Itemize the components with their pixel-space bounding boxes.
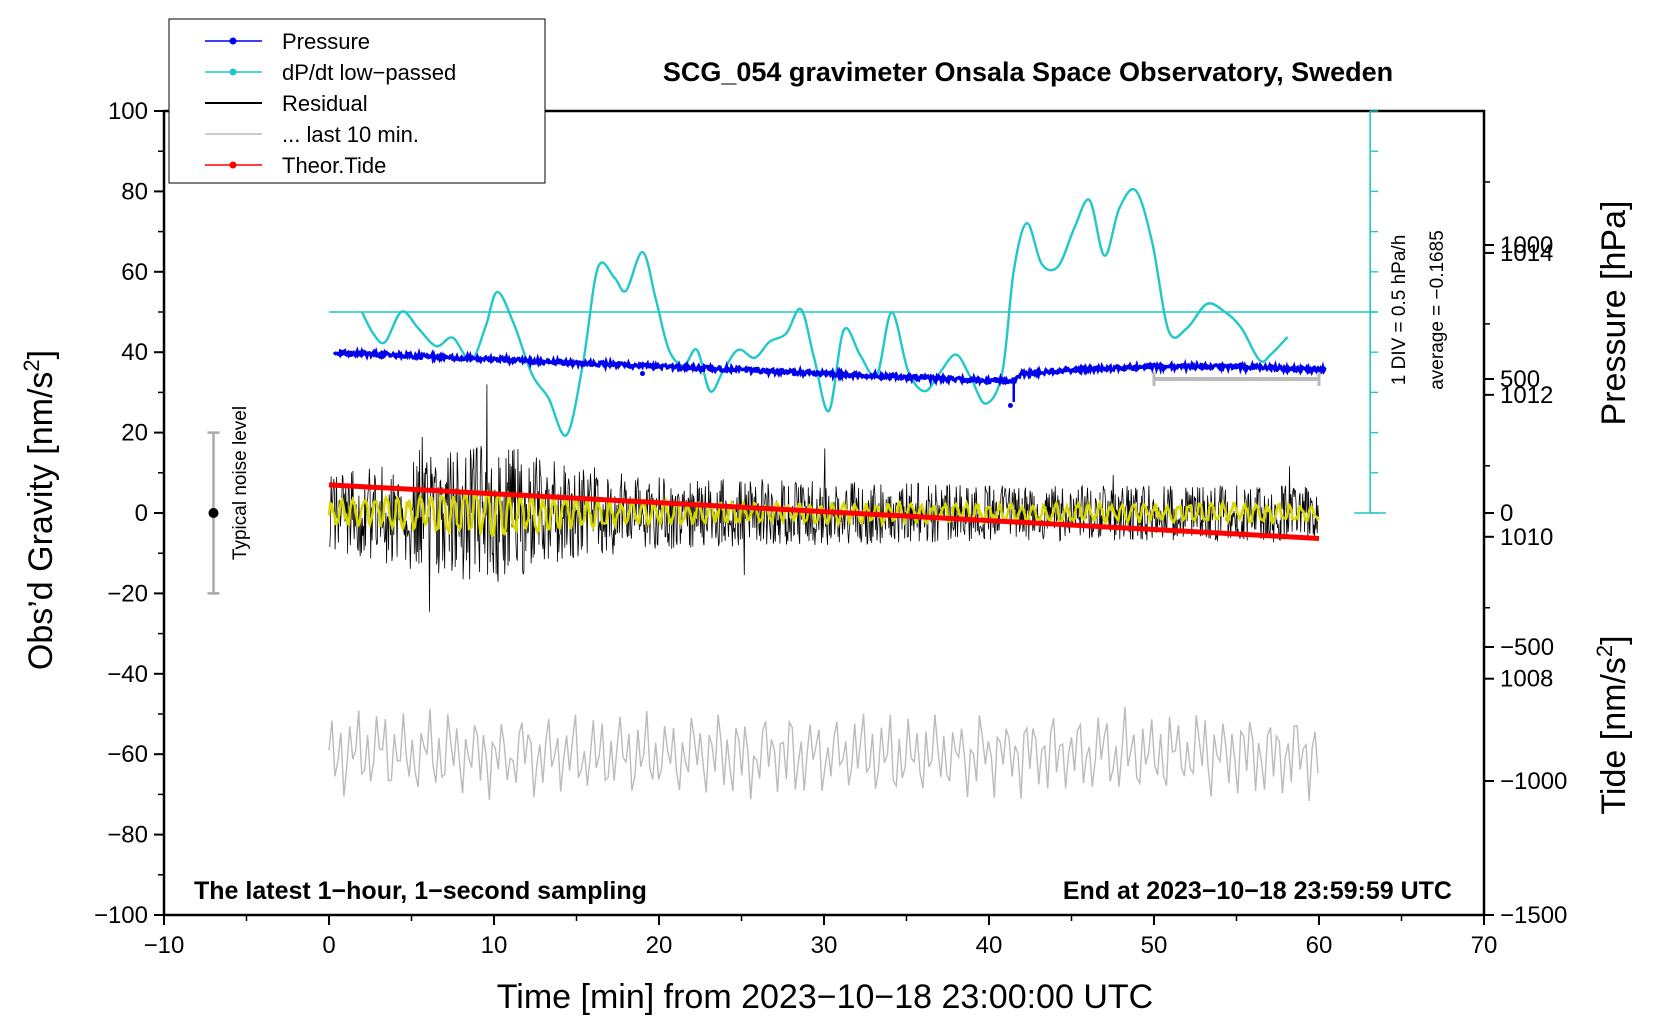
pressure-tick-label: 1014 bbox=[1500, 240, 1553, 267]
x-tick-label: 10 bbox=[481, 932, 508, 959]
legend-box bbox=[168, 18, 546, 184]
tide-tick-label: 1000 bbox=[1500, 232, 1553, 259]
y-axis-left-label-close: ] bbox=[22, 350, 60, 359]
x-axis-ticks: −10 0 10 20 30 40 50 60 70 bbox=[144, 915, 1498, 959]
y-axis-tide-ticks: −1500 −1000 −500 0 500 1000 bbox=[1484, 232, 1567, 929]
y-axis-left-label: Obs’d Gravity [nm/s2] bbox=[19, 350, 60, 670]
y-tick-label: 60 bbox=[121, 259, 148, 286]
y-axis-left-ticks: −100 −80 −60 −40 −20 0 20 40 60 80 100 bbox=[94, 98, 164, 929]
tide-tick-label: −500 bbox=[1500, 634, 1554, 661]
y-axis-tide-label-close: ] bbox=[1595, 635, 1633, 644]
series-layer bbox=[327, 188, 1377, 802]
y-tick-label: −20 bbox=[107, 580, 148, 607]
x-tick-label: 70 bbox=[1471, 932, 1498, 959]
legend-marker-0 bbox=[229, 37, 237, 45]
average-label: average = −0.1685 bbox=[1427, 230, 1448, 390]
legend-label-3: ... last 10 min. bbox=[282, 122, 419, 147]
legend-label-4: Theor.Tide bbox=[282, 153, 386, 178]
tide-tick-label: 500 bbox=[1500, 366, 1540, 393]
x-tick-label: 60 bbox=[1306, 932, 1333, 959]
y-axis-pressure-label: Pressure [hPa] bbox=[1595, 201, 1633, 426]
legend-label-0: Pressure bbox=[282, 29, 370, 54]
noise-level-marker bbox=[207, 431, 220, 595]
chart-title: SCG_054 gravimeter Onsala Space Observat… bbox=[663, 57, 1393, 87]
legend: Pressure dP/dt low−passed Residual ... last… bbox=[168, 18, 546, 184]
x-tick-label: 0 bbox=[322, 932, 335, 959]
pressure-tick-label: 1010 bbox=[1500, 524, 1553, 551]
y-tick-label: 20 bbox=[121, 420, 148, 447]
tide-line bbox=[328, 482, 1320, 541]
end-time-note: End at 2023−10−18 23:59:59 UTC bbox=[1063, 877, 1452, 905]
y-axis-left-label-main: Obs’d Gravity [nm/s bbox=[22, 372, 60, 671]
y-axis-tide-label-sup: 2 bbox=[1592, 645, 1617, 657]
tide-tick-label: 0 bbox=[1500, 500, 1513, 527]
tide-tick-label: −1000 bbox=[1500, 768, 1567, 795]
tide-tick-label: −1500 bbox=[1500, 902, 1567, 929]
y-axis-left-label-sup: 2 bbox=[19, 359, 44, 371]
legend-marker-4 bbox=[229, 161, 237, 169]
y-tick-label: −60 bbox=[107, 741, 148, 768]
dpdt-div-axis bbox=[1354, 110, 1387, 514]
y-tick-label: −100 bbox=[94, 902, 148, 929]
x-tick-label: 40 bbox=[976, 932, 1003, 959]
last-10-min-line bbox=[328, 706, 1319, 802]
y-tick-label: −80 bbox=[107, 822, 148, 849]
pressure-tick-label: 1008 bbox=[1500, 666, 1553, 693]
pressure-outlier-point bbox=[640, 371, 645, 377]
pressure-tick-label: 1012 bbox=[1500, 382, 1553, 409]
legend-label-1: dP/dt low−passed bbox=[282, 60, 456, 85]
pressure-dip-point bbox=[1007, 402, 1013, 408]
noise-center-point bbox=[208, 508, 219, 518]
x-tick-label: 50 bbox=[1141, 932, 1168, 959]
y-axis-tide-label: Tide [nm/s2] bbox=[1592, 635, 1633, 814]
y-tick-label: 100 bbox=[108, 98, 148, 125]
y-axis-pressure-ticks: 1008 1010 1012 1014 bbox=[1484, 181, 1553, 693]
legend-label-2: Residual bbox=[282, 91, 368, 116]
y-tick-label: 40 bbox=[121, 339, 148, 366]
pressure-line bbox=[332, 346, 1327, 387]
y-tick-label: 80 bbox=[121, 178, 148, 205]
x-tick-label: 20 bbox=[646, 932, 673, 959]
y-axis-tide-label-main: Tide [nm/s bbox=[1595, 657, 1633, 814]
x-tick-label: 30 bbox=[811, 932, 838, 959]
sampling-note: The latest 1−hour, 1−second sampling bbox=[194, 877, 647, 905]
x-tick-label: −10 bbox=[144, 932, 185, 959]
x-axis-label: Time [min] from 2023−10−18 23:00:00 UTC bbox=[497, 978, 1153, 1016]
dpdt-line bbox=[360, 188, 1289, 437]
noise-level-label: Typical noise level bbox=[230, 406, 251, 560]
y-tick-label: 0 bbox=[135, 500, 148, 527]
y-tick-label: −40 bbox=[107, 661, 148, 688]
div-scale-label: 1 DIV = 0.5 hPa/h bbox=[1389, 235, 1410, 386]
legend-marker-1 bbox=[229, 68, 237, 76]
